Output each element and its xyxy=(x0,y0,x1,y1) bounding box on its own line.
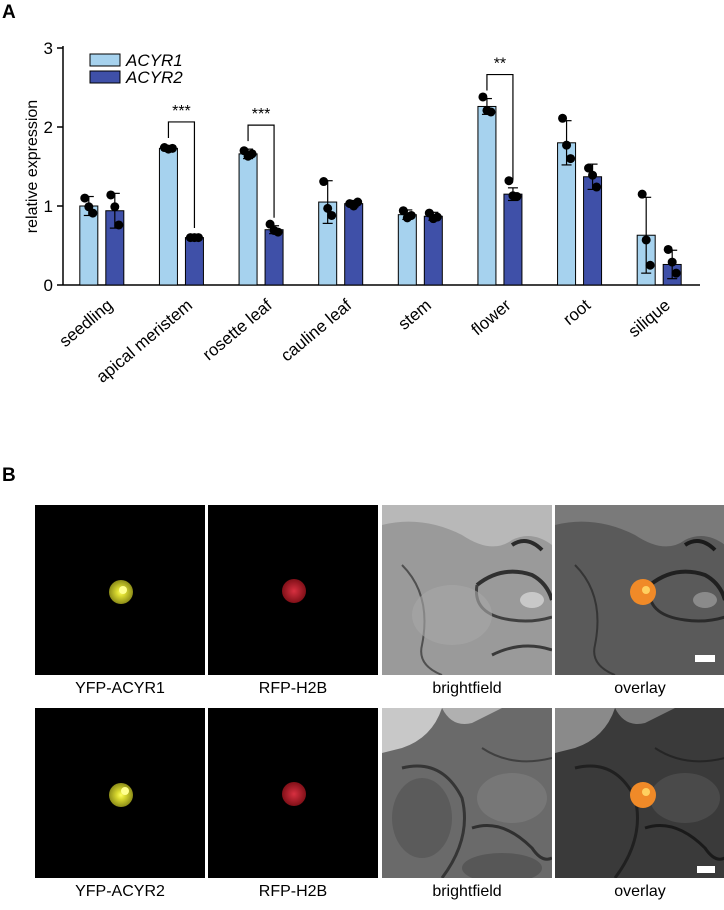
data-point xyxy=(645,260,655,270)
brightfield-image-2 xyxy=(382,708,552,878)
y-axis-label: relative expression xyxy=(24,100,41,233)
significance-bracket xyxy=(247,124,275,218)
rfp-h2b-image-1 xyxy=(208,505,378,675)
bar-acyr1-1 xyxy=(158,147,178,286)
significance-label: *** xyxy=(252,106,271,123)
brightfield-image-1 xyxy=(382,505,552,675)
bar-acyr1-5 xyxy=(477,105,497,286)
data-point xyxy=(671,268,681,278)
x-tick-label: root xyxy=(559,295,594,329)
caption-brightfield-1: brightfield xyxy=(432,680,502,697)
bar-acyr2-2 xyxy=(264,229,284,286)
data-point xyxy=(641,235,651,245)
panel-a-label: A xyxy=(2,2,16,23)
data-point xyxy=(637,189,647,199)
bar-acyr2-3 xyxy=(344,203,364,286)
data-point xyxy=(398,206,408,216)
data-point xyxy=(323,203,333,213)
data-point xyxy=(486,107,496,117)
legend-swatch-acyr1 xyxy=(89,53,121,67)
y-tick-label: 2 xyxy=(44,118,53,137)
y-tick-label: 1 xyxy=(44,197,53,216)
x-tick-label: rosette leaf xyxy=(199,295,276,364)
significance-label: ** xyxy=(494,56,506,73)
scale-bar-1 xyxy=(695,655,715,662)
significance-label: *** xyxy=(172,103,191,120)
yfp-acyr1-image xyxy=(35,505,205,675)
caption-overlay-2: overlay xyxy=(614,883,666,900)
data-point xyxy=(247,149,257,159)
data-point xyxy=(114,220,124,230)
bar-acyr1-2 xyxy=(238,153,258,286)
overlay-image-1 xyxy=(555,505,724,675)
data-point xyxy=(327,210,337,220)
data-point xyxy=(110,202,120,212)
x-tick-label: stem xyxy=(394,296,434,334)
data-point xyxy=(566,154,576,164)
overlay-image-2 xyxy=(555,708,724,878)
caption-rfp-h2b-1: RFP-H2B xyxy=(258,680,328,697)
data-point xyxy=(592,182,602,192)
panel-b-label: B xyxy=(2,465,16,486)
bar-acyr1-4 xyxy=(397,214,417,286)
bar-acyr1-0 xyxy=(79,205,99,286)
caption-overlay-1: overlay xyxy=(614,680,666,697)
x-tick-label: silique xyxy=(625,296,674,342)
bar-acyr2-5 xyxy=(503,193,523,286)
data-point xyxy=(167,143,177,153)
data-point xyxy=(193,233,203,243)
data-point xyxy=(319,177,329,187)
data-point xyxy=(88,208,98,218)
legend-label-acyr1: ACYR1 xyxy=(125,51,183,70)
caption-rfp-h2b-2: RFP-H2B xyxy=(258,883,328,900)
significance-bracket xyxy=(486,73,514,180)
x-tick-label: flower xyxy=(468,295,515,339)
bar-acyr2-6 xyxy=(583,176,603,286)
yfp-acyr2-image xyxy=(35,708,205,878)
legend-swatch-acyr2 xyxy=(89,70,121,84)
data-point xyxy=(478,92,488,102)
data-point xyxy=(353,197,363,207)
data-point xyxy=(512,192,522,202)
caption-yfp-acyr2: YFP-ACYR2 xyxy=(75,883,165,900)
y-tick-label: 0 xyxy=(44,276,53,295)
y-tick-label: 3 xyxy=(44,39,53,58)
data-point xyxy=(80,193,90,203)
data-point xyxy=(432,212,442,222)
data-point xyxy=(273,227,283,237)
x-tick-label: cauline leaf xyxy=(277,295,355,365)
data-point xyxy=(663,244,673,254)
legend-label-acyr2: ACYR2 xyxy=(125,68,183,87)
caption-brightfield-2: brightfield xyxy=(432,883,502,900)
data-point xyxy=(558,113,568,123)
caption-yfp-acyr1: YFP-ACYR1 xyxy=(75,680,165,697)
data-point xyxy=(667,257,677,267)
bar-acyr2-1 xyxy=(184,237,204,286)
data-point xyxy=(584,163,594,173)
x-tick-label: seedling xyxy=(56,296,117,351)
data-point xyxy=(588,170,598,180)
bar-acyr2-4 xyxy=(423,215,443,286)
scale-bar-2 xyxy=(697,866,715,873)
data-point xyxy=(406,210,416,220)
data-point xyxy=(106,190,116,200)
significance-bracket xyxy=(167,121,196,229)
rfp-h2b-image-2 xyxy=(208,708,378,878)
data-point xyxy=(504,176,514,186)
data-point xyxy=(562,140,572,150)
